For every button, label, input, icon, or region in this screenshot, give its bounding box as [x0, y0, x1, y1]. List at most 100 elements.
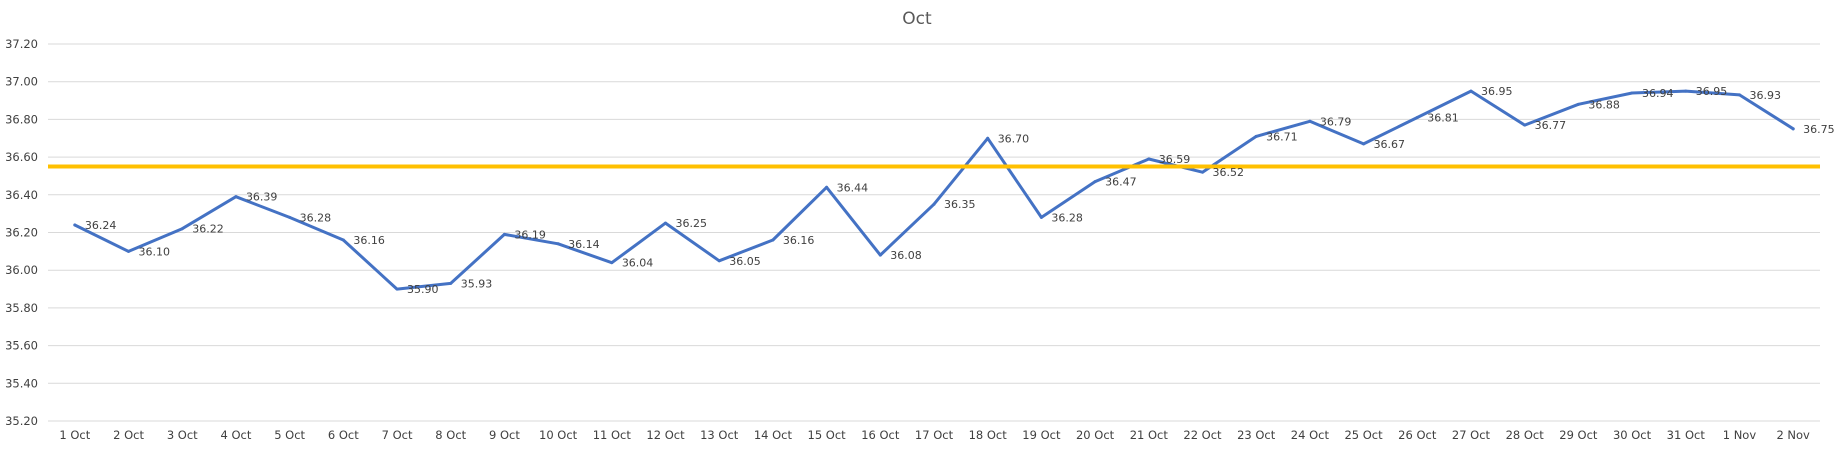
data-point — [1308, 119, 1312, 123]
y-tick-label: 35.80 — [5, 301, 38, 315]
x-tick-label: 29 Oct — [1559, 428, 1598, 442]
x-tick-label: 28 Oct — [1506, 428, 1545, 442]
x-tick-label: 3 Oct — [167, 428, 198, 442]
data-label: 36.04 — [622, 257, 654, 270]
x-tick-label: 27 Oct — [1452, 428, 1491, 442]
data-label: 36.67 — [1374, 138, 1406, 151]
x-tick-label: 8 Oct — [435, 428, 466, 442]
data-label: 36.14 — [568, 238, 600, 251]
x-tick-label: 14 Oct — [754, 428, 793, 442]
x-tick-label: 2 Oct — [113, 428, 144, 442]
data-point — [664, 221, 668, 225]
data-point — [1576, 102, 1580, 106]
y-tick-label: 36.00 — [5, 263, 38, 277]
data-label: 36.39 — [246, 191, 278, 204]
data-label: 35.93 — [461, 277, 493, 290]
data-point — [180, 227, 184, 231]
data-label: 36.94 — [1642, 87, 1674, 100]
data-label: 36.59 — [1159, 153, 1191, 166]
data-label: 36.10 — [139, 245, 171, 258]
x-tick-label: 6 Oct — [328, 428, 359, 442]
data-label: 36.81 — [1427, 112, 1459, 125]
x-tick-label: 22 Oct — [1183, 428, 1222, 442]
data-label: 36.88 — [1588, 98, 1620, 111]
y-tick-label: 35.60 — [5, 339, 38, 353]
data-label: 36.16 — [353, 234, 385, 247]
data-label: 36.19 — [514, 228, 546, 241]
data-point — [1093, 180, 1097, 184]
x-tick-label: 19 Oct — [1022, 428, 1061, 442]
x-tick-label: 20 Oct — [1076, 428, 1115, 442]
data-point — [288, 215, 292, 219]
data-point — [1039, 215, 1043, 219]
x-tick-label: 11 Oct — [593, 428, 632, 442]
y-tick-label: 36.40 — [5, 188, 38, 202]
y-tick-label: 35.40 — [5, 376, 38, 390]
data-point — [341, 238, 345, 242]
data-label: 36.25 — [676, 217, 708, 230]
x-tick-label: 1 Oct — [59, 428, 90, 442]
y-tick-label: 35.20 — [5, 414, 38, 428]
x-axis-ticks: 1 Oct 2 Oct 3 Oct 4 Oct 5 Oct 6 Oct 7 Oct 8 Oct… — [59, 428, 1810, 442]
data-label: 36.08 — [890, 249, 922, 262]
data-label: 36.28 — [300, 211, 332, 224]
y-tick-label: 36.20 — [5, 226, 38, 240]
x-tick-label: 23 Oct — [1237, 428, 1276, 442]
data-point — [1523, 123, 1527, 127]
data-point — [771, 238, 775, 242]
x-tick-label: 26 Oct — [1398, 428, 1437, 442]
data-point — [1791, 127, 1795, 131]
x-tick-label: 15 Oct — [808, 428, 847, 442]
y-tick-label: 36.80 — [5, 112, 38, 126]
x-tick-label: 4 Oct — [221, 428, 252, 442]
data-label: 36.77 — [1535, 119, 1567, 132]
gridlines — [48, 43, 1820, 422]
data-labels: 36.24 36.10 36.22 36.39 36.28 36.16 35.90 35.93… — [85, 85, 1835, 296]
data-point — [1630, 91, 1634, 95]
data-label: 36.28 — [1051, 211, 1083, 224]
data-point — [1362, 142, 1366, 146]
data-label: 36.24 — [85, 219, 117, 232]
x-tick-label: 30 Oct — [1613, 428, 1652, 442]
x-tick-label: 25 Oct — [1344, 428, 1383, 442]
x-tick-label: 7 Oct — [382, 428, 413, 442]
data-label: 36.16 — [783, 234, 815, 247]
data-point — [1684, 89, 1688, 93]
x-tick-label: 13 Oct — [700, 428, 739, 442]
data-label: 36.05 — [729, 255, 761, 268]
x-tick-label: 31 Oct — [1667, 428, 1706, 442]
data-point — [1147, 157, 1151, 161]
data-point — [449, 281, 453, 285]
x-tick-label: 12 Oct — [646, 428, 685, 442]
data-label: 36.71 — [1266, 130, 1298, 143]
chart-title: Oct — [902, 9, 932, 29]
x-tick-label: 5 Oct — [274, 428, 305, 442]
x-tick-label: 18 Oct — [969, 428, 1008, 442]
x-tick-label: 17 Oct — [915, 428, 954, 442]
data-point — [1469, 89, 1473, 93]
series-group — [73, 89, 1795, 291]
x-tick-label: 1 Nov — [1723, 428, 1757, 442]
y-tick-label: 37.20 — [5, 37, 38, 51]
data-point — [717, 259, 721, 263]
data-label: 36.70 — [998, 132, 1030, 145]
x-tick-label: 16 Oct — [861, 428, 900, 442]
data-point — [556, 242, 560, 246]
data-point — [127, 249, 131, 253]
data-label: 36.35 — [944, 198, 976, 211]
data-point — [610, 261, 614, 265]
data-label: 36.75 — [1803, 123, 1835, 136]
data-point — [73, 223, 77, 227]
x-tick-label: 24 Oct — [1291, 428, 1330, 442]
data-point — [1737, 93, 1741, 97]
data-point — [502, 232, 506, 236]
data-label: 36.95 — [1696, 85, 1728, 98]
data-label: 36.93 — [1749, 89, 1781, 102]
data-point — [1415, 116, 1419, 120]
data-label: 36.95 — [1481, 85, 1513, 98]
y-tick-label: 36.60 — [5, 150, 38, 164]
data-point — [1254, 134, 1258, 138]
x-tick-label: 21 Oct — [1130, 428, 1169, 442]
x-tick-label: 2 Nov — [1776, 428, 1810, 442]
